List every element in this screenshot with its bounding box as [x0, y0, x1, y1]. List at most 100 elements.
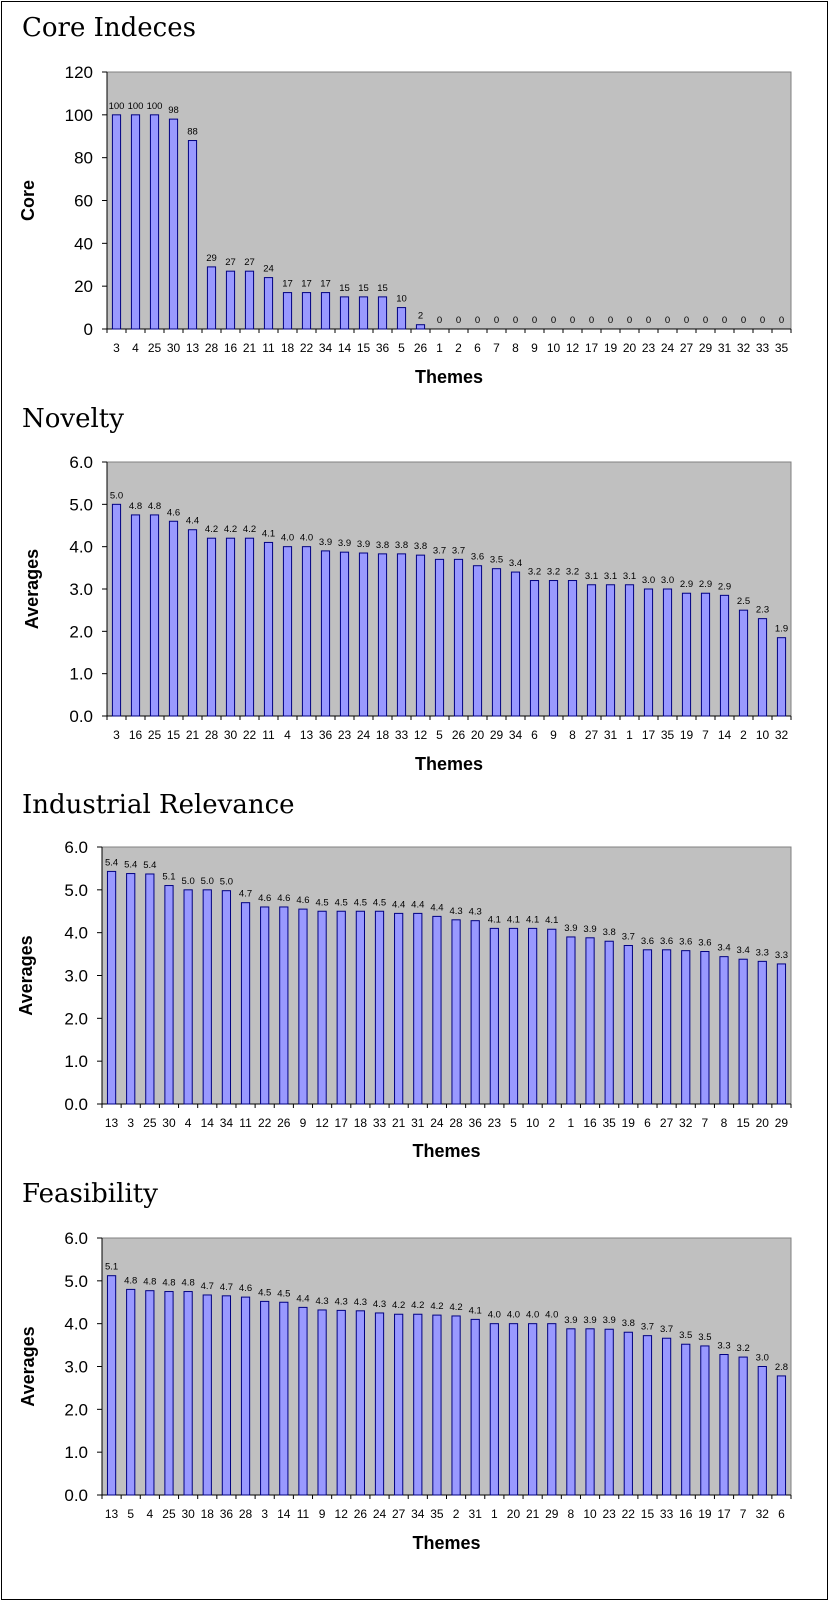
- bar: [339, 551, 350, 717]
- x-tick-label: 36: [376, 341, 390, 355]
- bar: [240, 902, 251, 1105]
- data-label: 4.2: [392, 1300, 405, 1311]
- bar: [470, 920, 480, 1105]
- data-label: 3.4: [509, 558, 522, 569]
- bar: [738, 609, 749, 717]
- x-tick-label: 6: [778, 1507, 785, 1521]
- x-tick-label: 12: [414, 728, 428, 742]
- bar: [642, 949, 653, 1105]
- data-label: 0: [627, 315, 632, 326]
- x-tick-label: 16: [129, 728, 143, 742]
- x-tick-label: 10: [756, 728, 770, 742]
- bar: [282, 546, 293, 717]
- x-tick-label: 8: [721, 1116, 728, 1130]
- data-label: 2.5: [737, 596, 750, 607]
- data-label: 0: [760, 315, 765, 326]
- bar: [776, 637, 787, 717]
- y-tick-label: 6.0: [64, 838, 88, 857]
- data-label: 88: [187, 127, 198, 138]
- bar: [225, 537, 236, 717]
- data-label: 3.8: [395, 540, 408, 551]
- x-tick-label: 24: [430, 1116, 444, 1130]
- x-tick-label: 32: [756, 1507, 770, 1521]
- x-tick-label: 35: [661, 728, 675, 742]
- bar: [566, 1328, 576, 1496]
- x-tick-label: 19: [698, 1507, 712, 1521]
- data-label: 4.7: [220, 1282, 233, 1293]
- x-tick-label: 30: [181, 1507, 195, 1521]
- bar: [566, 936, 576, 1105]
- bar: [528, 1323, 538, 1496]
- y-tick-label: 5.0: [69, 495, 93, 514]
- bar: [432, 1314, 442, 1496]
- x-tick-label: 11: [239, 1116, 252, 1130]
- data-label: 0: [722, 315, 727, 326]
- x-tick-label: 33: [395, 728, 409, 742]
- data-label: 4.1: [507, 914, 520, 925]
- x-tick-label: 21: [526, 1507, 540, 1521]
- data-label: 29: [206, 253, 217, 264]
- bar: [757, 618, 768, 717]
- x-tick-label: 25: [143, 1116, 157, 1130]
- x-tick-label: 28: [205, 341, 219, 355]
- chart-title: Core Indeces: [22, 13, 196, 43]
- x-tick-label: 2: [453, 1507, 460, 1521]
- data-label: 4.3: [354, 1297, 367, 1308]
- bar: [183, 889, 193, 1105]
- data-label: 0: [570, 315, 575, 326]
- x-tick-label: 9: [319, 1507, 326, 1521]
- bar: [279, 906, 289, 1105]
- data-label: 4.0: [281, 533, 294, 544]
- y-tick-label: 20: [74, 277, 93, 296]
- data-label: 3.3: [775, 950, 788, 961]
- x-tick-label: 30: [224, 728, 238, 742]
- bar: [298, 908, 308, 1105]
- data-label: 4.1: [545, 915, 558, 926]
- bar: [244, 270, 255, 330]
- x-tick-label: 33: [373, 1116, 387, 1130]
- data-label: 3.7: [433, 545, 446, 556]
- data-label: 17: [320, 279, 331, 290]
- x-tick-label: 36: [319, 728, 333, 742]
- x-tick-label: 8: [568, 1507, 575, 1521]
- data-label: 4.2: [411, 1300, 424, 1311]
- bar: [126, 873, 136, 1105]
- data-label: 4.3: [335, 1296, 348, 1307]
- bar: [336, 1309, 346, 1496]
- data-label: 4.6: [239, 1283, 252, 1294]
- data-label: 4.0: [545, 1310, 558, 1321]
- x-tick-label: 11: [297, 1507, 310, 1521]
- x-tick-label: 9: [300, 1116, 307, 1130]
- y-tick-label: 60: [74, 192, 93, 211]
- bar: [681, 950, 691, 1105]
- x-tick-label: 13: [105, 1507, 119, 1521]
- bar: [415, 554, 426, 717]
- bar: [374, 910, 385, 1105]
- y-axis-title: Averages: [16, 935, 36, 1015]
- bar: [339, 296, 350, 330]
- bar: [567, 580, 578, 717]
- x-tick-label: 17: [335, 1116, 349, 1130]
- bar: [355, 1310, 365, 1496]
- y-tick-label: 40: [74, 234, 93, 253]
- x-tick-label: 4: [132, 341, 139, 355]
- bar: [149, 514, 160, 717]
- x-tick-label: 34: [319, 341, 333, 355]
- x-tick-label: 7: [493, 341, 500, 355]
- data-label: 3.9: [603, 1315, 616, 1326]
- chart-title: Novelty: [22, 404, 124, 434]
- data-label: 3.9: [583, 924, 596, 935]
- x-tick-label: 13: [105, 1116, 119, 1130]
- bar: [681, 1343, 691, 1496]
- bar: [757, 960, 767, 1105]
- data-label: 3.1: [604, 571, 617, 582]
- y-axis-title: Averages: [18, 1326, 38, 1406]
- data-label: 4.1: [488, 914, 501, 925]
- bar: [317, 910, 327, 1105]
- x-tick-label: 23: [338, 728, 352, 742]
- x-tick-label: 33: [756, 341, 770, 355]
- bar: [661, 1337, 672, 1496]
- bar: [221, 1295, 232, 1496]
- bar: [377, 553, 388, 717]
